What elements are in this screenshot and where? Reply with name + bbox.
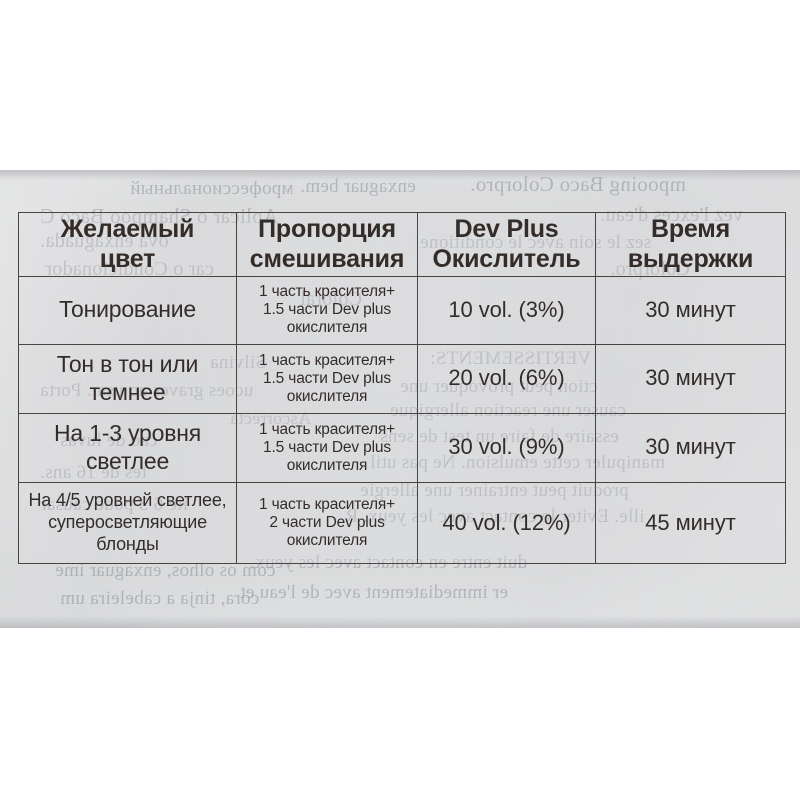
table-row: На 1-3 уровня светлее 1 часть красителя+ 1.… <box>18 412 786 483</box>
table-body: Тонирование 1 часть красителя+ 1.5 части D… <box>18 276 786 565</box>
table-row: Тонирование 1 часть красителя+ 1.5 части D… <box>18 276 786 345</box>
cell-mixing-ratio-line: 1.5 части Dev plus <box>263 438 391 456</box>
cell-mixing-ratio-line: окислителя <box>286 387 368 405</box>
cell-desired-color: Тонирование <box>18 276 237 345</box>
cell-mixing-ratio-line: 1 часть красителя+ <box>258 283 396 301</box>
cell-mixing-ratio: 1 часть красителя+ 1.5 части Dev plus окис… <box>236 276 418 345</box>
cell-mixing-ratio-line: окислителя <box>286 319 368 337</box>
cell-desired-color: Тон в тон или темнее <box>18 343 237 414</box>
cell-processing-time: 30 минут <box>595 343 786 414</box>
cell-mixing-ratio-line: 1 часть красителя+ <box>258 495 396 513</box>
cell-mixing-ratio-line: окислителя <box>286 531 368 549</box>
cell-processing-time: 30 минут <box>595 276 786 345</box>
cell-desired-color-line: На 4/5 уровней светлее, <box>28 489 227 510</box>
column-header-mixing-ratio-line-1: Пропорция <box>258 215 396 243</box>
cell-desired-color-line: На 1-3 уровня <box>53 420 202 447</box>
cell-desired-color-line: блонды <box>96 533 159 554</box>
cell-mixing-ratio: 1 часть красителя+ 1.5 части Dev plus окис… <box>236 412 418 483</box>
cell-desired-color-line: суперосветляющие <box>48 511 207 532</box>
mixing-instructions-table: Желаемый цвет Пропорция смешивания Dev P… <box>18 212 786 565</box>
cell-desired-color-line: светлее <box>85 447 170 474</box>
cell-developer: 10 vol. (3%) <box>417 276 596 345</box>
table-row: На 4/5 уровней светлее, суперосветляющие б… <box>18 481 786 565</box>
column-header-desired-color-line-2: цвет <box>99 244 156 273</box>
cell-mixing-ratio-line: 1.5 части Dev plus <box>263 369 391 387</box>
cell-desired-color-line: Тонирование <box>58 296 197 323</box>
paper-bottom-edge-shadow <box>0 616 800 628</box>
cell-desired-color-line: Тон в тон или <box>56 351 199 377</box>
cell-processing-time: 45 минут <box>595 481 786 565</box>
column-header-processing-time: Время выдержки <box>595 212 786 277</box>
column-header-processing-time-line-2: выдержки <box>627 244 754 273</box>
cell-mixing-ratio-line: 2 части Dev plus <box>269 513 385 531</box>
column-header-developer: Dev Plus Окислитель <box>417 212 596 277</box>
cell-mixing-ratio-line: 1 часть красителя+ <box>258 420 396 438</box>
column-header-processing-time-line-1: Время <box>651 215 730 243</box>
column-header-developer-line-2: Окислитель <box>432 244 581 273</box>
cell-developer: 20 vol. (6%) <box>417 343 596 414</box>
table-row: Тон в тон или темнее 1 часть красителя+ 1.5… <box>18 343 786 414</box>
table-header: Желаемый цвет Пропорция смешивания Dev P… <box>18 212 786 277</box>
cell-desired-color: На 4/5 уровней светлее, суперосветляющие б… <box>18 481 237 565</box>
cell-developer: 40 vol. (12%) <box>417 481 596 565</box>
column-header-mixing-ratio: Пропорция смешивания <box>236 212 418 277</box>
cell-mixing-ratio: 1 часть красителя+ 1.5 части Dev plus окис… <box>236 343 418 414</box>
column-header-desired-color-line-1: Желаемый <box>60 215 195 243</box>
bleed-through-text: мрофессиональный <box>130 178 294 199</box>
cell-developer: 30 vol. (9%) <box>417 412 596 483</box>
table-header-row: Желаемый цвет Пропорция смешивания Dev P… <box>18 212 786 277</box>
cell-mixing-ratio-line: 1.5 части Dev plus <box>263 301 391 319</box>
paper-top-edge-shadow <box>0 170 800 180</box>
column-header-desired-color: Желаемый цвет <box>18 212 237 277</box>
cell-desired-color-line: темнее <box>89 378 166 405</box>
cell-mixing-ratio-line: окислителя <box>286 456 368 474</box>
mixing-instructions-table-container: Желаемый цвет Пропорция смешивания Dev P… <box>18 212 786 565</box>
column-header-mixing-ratio-line-2: смешивания <box>249 244 405 273</box>
cell-processing-time: 30 минут <box>595 412 786 483</box>
bleed-through-text: cora, tinja a cabeleira um <box>60 588 260 609</box>
column-header-developer-line-1: Dev Plus <box>454 215 559 243</box>
bleed-through-text: er immediatement avec de l'eau et <box>240 582 509 603</box>
cell-desired-color: На 1-3 уровня светлее <box>18 412 237 483</box>
cell-mixing-ratio-line: 1 часть красителя+ <box>258 351 396 369</box>
cell-mixing-ratio: 1 часть красителя+ 2 части Dev plus окисли… <box>236 481 418 565</box>
